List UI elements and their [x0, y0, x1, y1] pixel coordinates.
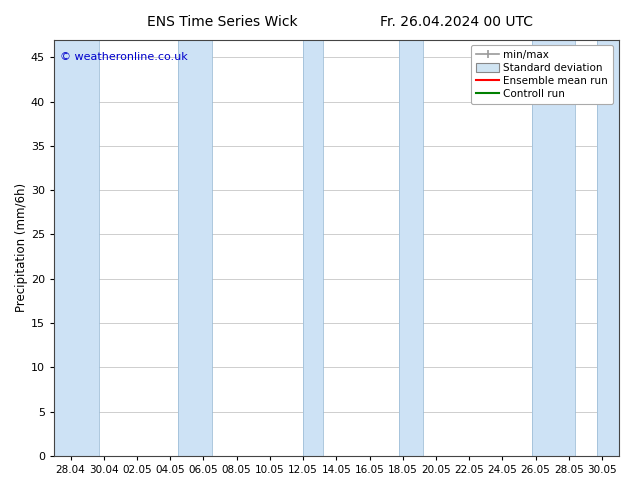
Bar	[399, 40, 423, 456]
Legend: min/max, Standard deviation, Ensemble mean run, Controll run: min/max, Standard deviation, Ensemble me…	[471, 45, 614, 104]
Text: © weatheronline.co.uk: © weatheronline.co.uk	[60, 52, 187, 62]
Text: Fr. 26.04.2024 00 UTC: Fr. 26.04.2024 00 UTC	[380, 15, 533, 29]
Bar	[179, 40, 212, 456]
Bar	[303, 40, 323, 456]
Bar	[533, 40, 576, 456]
Bar	[54, 40, 99, 456]
Bar	[597, 40, 619, 456]
Text: ENS Time Series Wick: ENS Time Series Wick	[146, 15, 297, 29]
Y-axis label: Precipitation (mm/6h): Precipitation (mm/6h)	[15, 183, 28, 312]
